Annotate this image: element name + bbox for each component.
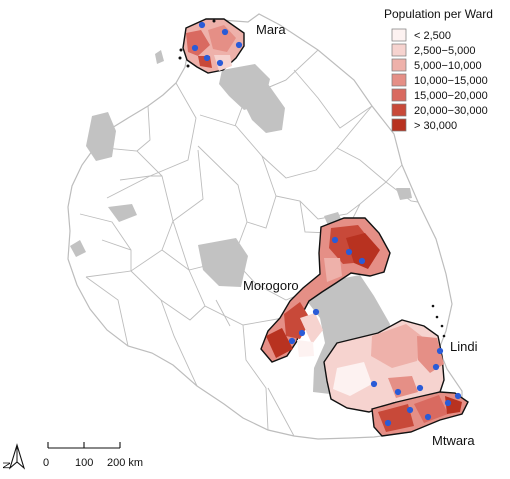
north-arrow: N [2,443,26,470]
legend-title: Population per Ward [384,7,493,21]
region-label-lindi: Lindi [450,339,478,354]
district-boundaries [79,49,419,437]
legend-label-7: > 30,000 [414,120,457,132]
legend-swatch-7 [391,118,407,132]
small-area-2 [155,50,164,64]
legend-label-2: 2,500−5,000 [414,45,475,57]
legend-swatch-2 [391,43,407,57]
region-label-morogoro: Morogoro [243,278,299,293]
site-points [191,21,462,427]
scale-tick-200: 200 km [107,457,143,469]
legend-label-4: 10,000−15,000 [414,75,488,87]
legend-label-5: 15,000−20,000 [414,90,488,102]
legend-label-3: 5,000−10,000 [414,60,482,72]
small-area-5 [396,188,412,200]
region-label-mtwara: Mtwara [432,433,475,448]
legend: Population per Ward < 2,500 2,500−5,000 … [384,7,493,132]
central-area [198,238,248,287]
legend-label-6: 20,000−30,000 [414,105,488,117]
north-label: N [2,462,13,469]
scale-tick-100: 100 [75,457,93,469]
scale-bar: 0 100 200 km [43,442,143,469]
serengeti-area [236,84,285,133]
western-area [86,112,116,161]
legend-swatch-5 [391,88,407,102]
legend-swatch-6 [391,103,407,117]
study-regions [182,18,469,437]
legend-swatch-4 [391,73,407,87]
small-area-4 [70,240,86,257]
legend-swatch-3 [391,58,407,72]
legend-label-1: < 2,500 [414,30,451,42]
scale-tick-0: 0 [43,457,49,469]
coastal-markers [178,19,446,338]
small-area-1 [108,204,137,222]
region-label-mara: Mara [256,22,286,37]
legend-swatch-1 [391,28,407,42]
